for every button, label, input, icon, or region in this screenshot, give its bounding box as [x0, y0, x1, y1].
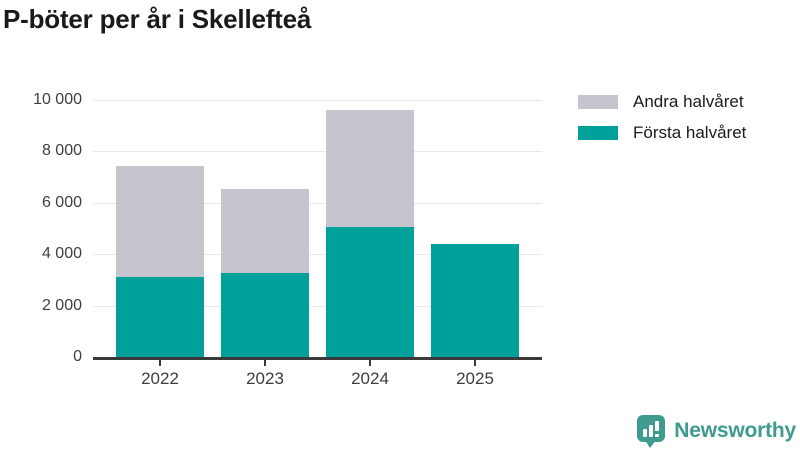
- bar-segment-2024-andra-halv-ret: [326, 110, 414, 228]
- bar-2022: [116, 165, 204, 357]
- gridline-6000: [93, 202, 542, 204]
- x-tick-label-2024: 2024: [351, 369, 389, 388]
- gridline-8000: [93, 151, 542, 153]
- bar-segment-2025-f-rsta-halv-ret: [431, 243, 519, 357]
- y-tick-label-10000: 10 000: [33, 91, 82, 108]
- chart-title: P-böter per år i Skellefteå: [3, 4, 312, 34]
- x-axis-line: [93, 357, 542, 360]
- y-tick-label-6000: 6 000: [41, 193, 82, 211]
- y-axis-labels: 0 2 000 4 000 6 000 8 000 10 000: [0, 91, 82, 365]
- bar-2023: [221, 188, 309, 357]
- newsworthy-icon: [637, 415, 666, 448]
- legend: Andra halvåret Första halvåret: [578, 92, 746, 154]
- x-tick-2023: [264, 360, 266, 366]
- y-tick-label-2000: 2 000: [41, 296, 82, 314]
- x-tick-label-2022: 2022: [141, 369, 179, 388]
- bar-segment-2023-andra-halv-ret: [221, 188, 309, 274]
- x-tick-2025: [474, 360, 476, 366]
- gridline-10000: [93, 100, 542, 101]
- bar-2024: [326, 110, 414, 357]
- bar-segment-2023-f-rsta-halv-ret: [221, 273, 309, 357]
- legend-swatch-1: [578, 126, 618, 140]
- brand-logo[interactable]: Newsworthy: [636, 414, 796, 448]
- gridline-4000: [93, 254, 542, 256]
- legend-item-1: Första halvåret: [578, 123, 746, 143]
- y-tick-label-0: 0: [73, 348, 82, 365]
- bar-2025: [431, 243, 519, 357]
- legend-swatch-0: [578, 95, 618, 109]
- y-tick-label-8000: 8 000: [41, 142, 82, 160]
- x-tick-label-2025: 2025: [456, 369, 494, 388]
- bar-segment-2024-f-rsta-halv-ret: [326, 227, 414, 357]
- legend-label-1: Första halvåret: [633, 123, 747, 142]
- legend-item-0: Andra halvåret: [578, 92, 746, 112]
- legend-label-0: Andra halvåret: [633, 92, 744, 111]
- y-tick-label-4000: 4 000: [41, 245, 82, 263]
- x-tick-2024: [369, 360, 371, 366]
- bar-segment-2022-andra-halv-ret: [116, 165, 204, 278]
- brand-name: Newsworthy: [674, 419, 796, 442]
- gridline-2000: [93, 305, 542, 307]
- x-tick-label-2023: 2023: [246, 369, 284, 388]
- bar-segment-2022-f-rsta-halv-ret: [116, 277, 204, 357]
- x-tick-2022: [159, 360, 161, 366]
- plot-area: [93, 100, 542, 357]
